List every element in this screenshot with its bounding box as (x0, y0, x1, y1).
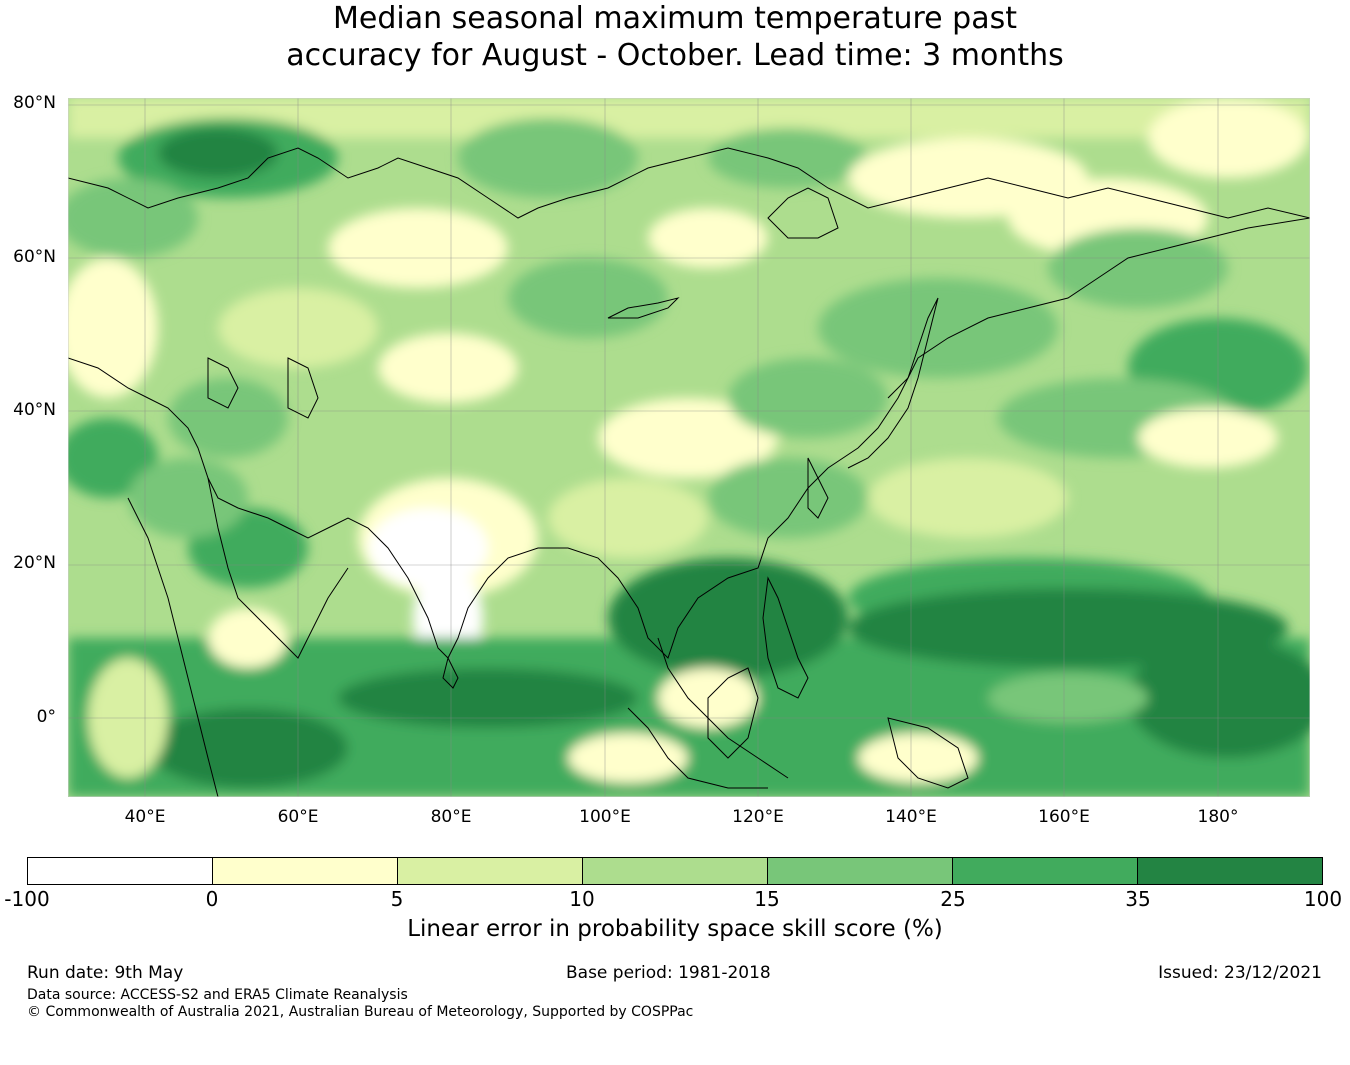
lat-label-80n: 80°N (13, 93, 56, 113)
lon-label-60e: 60°E (277, 807, 319, 827)
data-source: Data source: ACCESS-S2 and ERA5 Climate … (27, 987, 408, 1003)
lat-label-equator: 0° (36, 707, 56, 727)
colorbar-tick: 10 (569, 887, 595, 911)
title-line-2: accuracy for August - October. Lead time… (286, 38, 1064, 73)
issued-date: Issued: 23/12/2021 (1158, 963, 1322, 983)
copyright: © Commonwealth of Australia 2021, Austra… (27, 1004, 694, 1020)
map-canvas (68, 98, 1310, 797)
colorbar (27, 857, 1323, 885)
lon-label-160e: 160°E (1038, 807, 1090, 827)
lon-label-80e: 80°E (430, 807, 472, 827)
lon-label-140e: 140°E (885, 807, 937, 827)
colorbar-segment (768, 858, 953, 884)
colorbar-segment (1138, 858, 1322, 884)
colorbar-segment (28, 858, 213, 884)
lat-label-40n: 40°N (13, 400, 56, 420)
lat-label-60n: 60°N (13, 247, 56, 267)
coastlines (68, 147, 1310, 797)
colorbar-tick: -100 (4, 887, 50, 911)
colorbar-segment (953, 858, 1138, 884)
graticule (68, 98, 1310, 797)
lon-label-120e: 120°E (732, 807, 784, 827)
map-title: Median seasonal maximum temperature past… (0, 0, 1350, 74)
lon-label-100e: 100°E (579, 807, 631, 827)
colorbar-segment (213, 858, 398, 884)
colorbar-tick: 35 (1125, 887, 1151, 911)
run-date: Run date: 9th May (27, 963, 184, 983)
colorbar-tick: 0 (205, 887, 219, 911)
colorbar-tick: 100 (1303, 887, 1343, 911)
title-line-1: Median seasonal maximum temperature past (333, 1, 1017, 36)
colorbar-tick: 5 (390, 887, 404, 911)
colorbar-segment (398, 858, 583, 884)
lon-label-180: 180° (1197, 807, 1239, 827)
colorbar-tick: 25 (940, 887, 966, 911)
colorbar-segment (583, 858, 768, 884)
skill-score-map (68, 98, 1310, 797)
skill-regions (68, 98, 1310, 797)
lat-label-20n: 20°N (13, 553, 56, 573)
colorbar-tick: 15 (754, 887, 780, 911)
base-period: Base period: 1981-2018 (566, 963, 771, 983)
lon-label-40e: 40°E (124, 807, 166, 827)
colorbar-label: Linear error in probability space skill … (407, 916, 943, 942)
